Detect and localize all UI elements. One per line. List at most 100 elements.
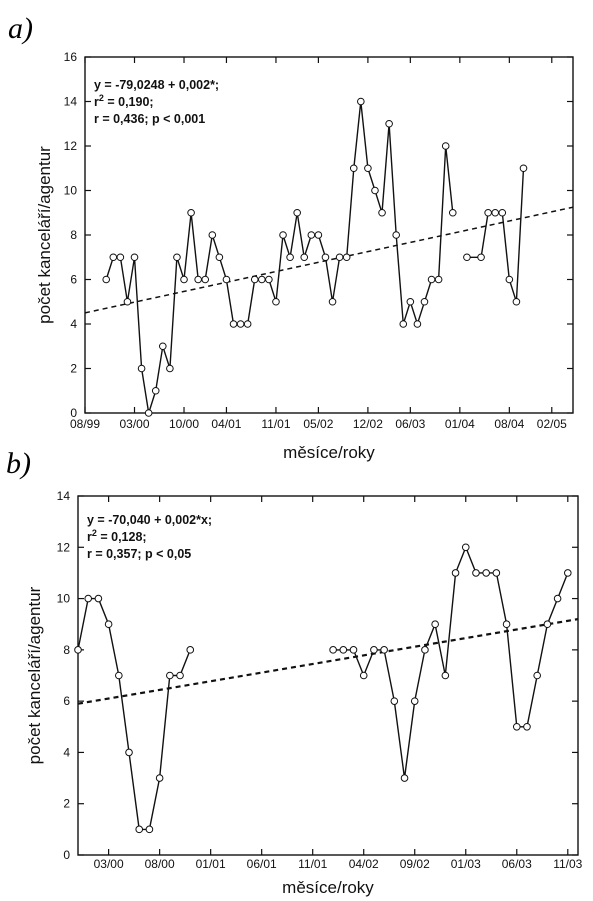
trend-line <box>77 618 579 705</box>
data-point <box>155 774 164 782</box>
data-point <box>413 320 422 328</box>
y-tick-label: 2 <box>70 362 77 376</box>
annotation-line: r2 = 0,128; <box>87 528 147 544</box>
data-point <box>104 620 113 629</box>
annotation-line: r = 0,357; p < 0,05 <box>87 547 191 561</box>
data-point <box>272 297 280 306</box>
data-point <box>339 646 348 654</box>
data-point <box>137 364 146 373</box>
data-point <box>151 386 160 395</box>
x-tick-label: 02/05 <box>537 417 567 431</box>
y-tick-label: 6 <box>63 694 70 708</box>
data-point <box>194 275 202 284</box>
y-tick-label: 10 <box>64 184 78 198</box>
data-point <box>427 275 436 284</box>
series-line <box>77 597 191 831</box>
data-point <box>250 275 259 284</box>
data-point <box>498 208 507 217</box>
data-point <box>125 748 133 757</box>
annotation-line: r = 0,436; p < 0,001 <box>94 112 205 126</box>
data-point <box>406 297 415 306</box>
data-point <box>349 164 358 173</box>
y-axis-title: počet kanceláří/agentur <box>25 586 44 764</box>
y-tick-label: 16 <box>64 50 78 64</box>
data-point <box>258 275 266 284</box>
data-point <box>392 231 400 239</box>
data-point <box>533 671 541 680</box>
data-point <box>180 275 188 284</box>
y-tick-label: 12 <box>64 139 78 153</box>
x-tick-label: 05/02 <box>303 417 333 431</box>
x-tick-label: 09/02 <box>400 857 430 871</box>
plot-frame <box>77 495 579 856</box>
data-point <box>399 320 408 328</box>
series-line <box>466 168 525 303</box>
data-point <box>115 671 123 680</box>
data-point <box>293 208 301 217</box>
data-point <box>328 297 337 306</box>
data-point <box>74 646 82 654</box>
data-point <box>441 142 450 150</box>
data-point <box>463 253 471 262</box>
x-tick-label: 04/02 <box>349 857 379 871</box>
y-axis-title: počet kanceláří/agentur <box>35 146 54 324</box>
data-point <box>505 275 514 284</box>
data-point <box>357 97 365 106</box>
x-axis-title: měsíce/roky <box>282 878 374 897</box>
annotation-line: r2 = 0,190; <box>94 93 154 109</box>
data-point <box>265 275 273 284</box>
data-point <box>321 253 330 262</box>
data-point <box>359 671 368 680</box>
y-tick-label: 8 <box>63 643 70 657</box>
data-point <box>123 297 132 306</box>
y-tick-label: 10 <box>57 592 71 606</box>
x-tick-label: 04/01 <box>211 417 241 431</box>
data-point <box>279 231 287 239</box>
data-point <box>390 697 399 705</box>
data-point <box>502 620 511 629</box>
panel-b-label: b) <box>6 447 31 480</box>
x-tick-label: 03/00 <box>119 417 149 431</box>
data-point <box>335 253 344 262</box>
data-point <box>380 646 388 654</box>
panel-a-label: a) <box>8 12 33 45</box>
y-tick-label: 4 <box>70 317 77 331</box>
x-tick-label: 06/03 <box>502 857 532 871</box>
y-tick-label: 8 <box>70 228 77 242</box>
annotation-line: y = -79,0248 + 0,002*; <box>94 78 219 92</box>
data-point <box>145 825 154 834</box>
data-point <box>431 620 439 629</box>
data-point <box>102 275 111 284</box>
y-tick-label: 0 <box>70 406 77 420</box>
data-point <box>349 646 358 654</box>
data-point <box>236 320 245 328</box>
data-point <box>109 253 118 262</box>
annotation-line: y = -70,040 + 0,002*x; <box>87 513 212 527</box>
x-tick-label: 08/99 <box>70 417 100 431</box>
data-point <box>300 253 309 262</box>
data-point <box>130 253 139 262</box>
plot-frame <box>84 56 574 414</box>
series-line <box>105 101 454 414</box>
data-point <box>512 297 521 306</box>
y-tick-label: 12 <box>57 540 71 554</box>
data-point <box>84 594 93 603</box>
data-point <box>215 253 224 262</box>
data-point <box>385 119 393 128</box>
y-tick-label: 14 <box>64 95 78 109</box>
data-point <box>314 231 323 239</box>
y-tick-label: 6 <box>70 273 77 287</box>
data-point <box>173 253 181 262</box>
x-tick-label: 01/01 <box>196 857 226 871</box>
chart-b: 0 2 4 6 8 10 12 14 03/00 08/00 01/01 06/01 11/01 04/0… <box>25 489 583 897</box>
data-point <box>434 275 443 284</box>
trend-line <box>84 206 574 314</box>
data-point <box>144 409 153 417</box>
data-point <box>201 275 210 284</box>
data-point <box>166 671 174 680</box>
x-tick-label: 11/03 <box>553 857 582 871</box>
data-point <box>329 646 337 654</box>
data-point <box>187 208 195 217</box>
data-point <box>477 253 485 262</box>
data-point <box>472 569 480 577</box>
